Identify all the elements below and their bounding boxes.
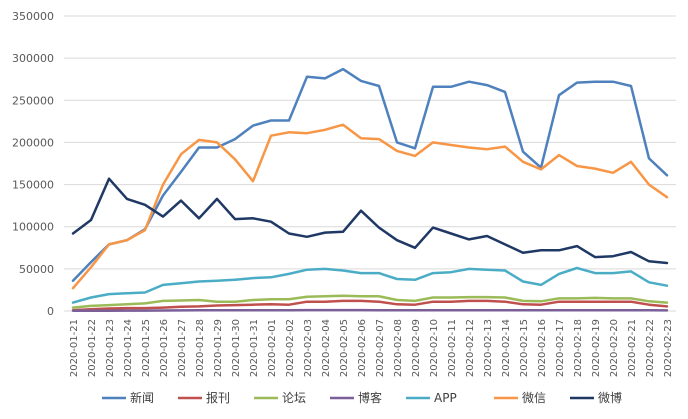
x-tick-label: 2020-02-05: [339, 319, 350, 377]
series-line-1: [71, 299, 669, 312]
x-tick-label: 2020-01-27: [177, 319, 188, 377]
y-tick-label: 100000: [12, 221, 54, 234]
x-tick-label: 2020-01-26: [159, 319, 170, 377]
x-tick-label: 2020-02-15: [519, 319, 530, 377]
x-tick-label: 2020-02-16: [537, 319, 548, 377]
y-axis-ticks: 0 50000 100000 150000 200000 250000 300000 3500…: [12, 10, 54, 318]
x-tick-label: 2020-01-29: [213, 319, 224, 377]
x-axis-ticks: 2020-01-21 2020-01-22 2020-01-23 2020-01-24…: [69, 319, 674, 377]
x-tick-label: 2020-02-17: [555, 319, 566, 377]
x-tick-label: 2020-02-02: [285, 319, 296, 377]
x-tick-label: 2020-02-01: [267, 319, 278, 377]
y-tick-label: 300000: [12, 52, 54, 65]
x-tick-label: 2020-02-09: [411, 319, 422, 377]
x-tick-label: 2020-02-19: [591, 319, 602, 377]
x-tick-label: 2020-02-04: [321, 319, 332, 377]
x-tick-label: 2020-02-11: [447, 319, 458, 377]
x-tick-label: 2020-02-12: [465, 319, 476, 377]
x-tick-label: 2020-02-06: [357, 319, 368, 377]
series-line-6: [71, 177, 669, 265]
legend-label: APP: [434, 391, 457, 405]
series-line-3: [71, 308, 669, 313]
x-tick-label: 2020-02-20: [609, 319, 620, 377]
x-tick-label: 2020-02-22: [645, 319, 656, 377]
series-line-2: [71, 294, 669, 309]
legend-label: 微博: [598, 390, 622, 405]
series-line-0: [71, 67, 669, 282]
y-tick-label: 200000: [12, 136, 54, 149]
y-tick-label: 250000: [12, 94, 54, 107]
series-line-4: [71, 266, 669, 304]
gridlines: [64, 15, 676, 312]
legend: 新闻 报刊 论坛 博客 APP 微信 微博: [102, 390, 622, 405]
y-tick-label: 50000: [19, 263, 54, 276]
legend-label: 新闻: [130, 390, 154, 405]
legend-label: 论坛: [282, 391, 306, 405]
legend-label: 微信: [522, 391, 546, 405]
x-tick-label: 2020-02-14: [501, 319, 512, 377]
x-tick-label: 2020-01-31: [249, 319, 260, 377]
x-tick-label: 2020-02-13: [483, 319, 494, 377]
x-tick-label: 2020-02-21: [627, 319, 638, 377]
x-tick-label: 2020-01-22: [87, 319, 98, 377]
y-tick-label: 150000: [12, 179, 54, 192]
x-tick-label: 2020-01-28: [195, 319, 206, 377]
x-tick-label: 2020-01-24: [123, 319, 134, 377]
x-tick-label: 2020-01-23: [105, 319, 116, 377]
series-lines: [71, 67, 669, 313]
x-tick-label: 2020-02-07: [375, 319, 386, 377]
y-tick-label: 350000: [12, 10, 54, 23]
x-tick-label: 2020-01-30: [231, 319, 242, 377]
x-tick-label: 2020-02-18: [573, 319, 584, 377]
x-tick-label: 2020-02-23: [663, 319, 674, 377]
x-tick-label: 2020-02-08: [393, 319, 404, 377]
y-tick-label: 0: [47, 305, 54, 318]
series-line-5: [71, 123, 669, 290]
legend-label: 报刊: [206, 390, 230, 405]
x-tick-label: 2020-01-25: [141, 319, 152, 377]
x-tick-label: 2020-01-21: [69, 319, 80, 377]
x-tick-label: 2020-02-03: [303, 319, 314, 377]
x-tick-label: 2020-02-10: [429, 319, 440, 377]
legend-label: 博客: [358, 390, 382, 405]
